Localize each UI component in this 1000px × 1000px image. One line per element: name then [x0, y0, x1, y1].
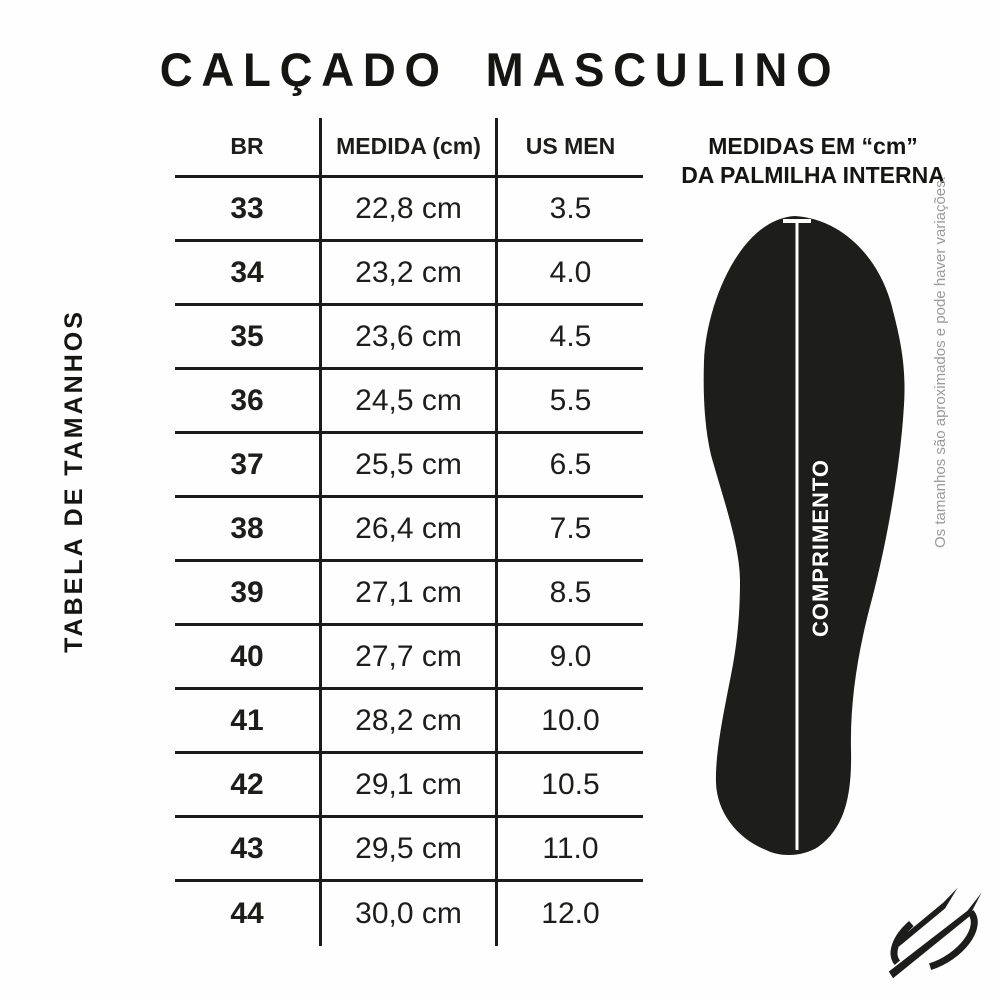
- cell-br-size: 41: [230, 703, 264, 737]
- table-row: 42 29,1 cm 10.5: [175, 754, 643, 818]
- cell-br-size: 37: [230, 447, 264, 481]
- cell-us-size: 8.5: [549, 575, 592, 609]
- cell-medida-cm: 25,5 cm: [319, 434, 498, 495]
- cell-br-size: 38: [230, 511, 264, 545]
- cell-us-size: 10.0: [541, 703, 600, 737]
- insole-length-label: COMPRIMENTO: [808, 459, 833, 637]
- cell-br-size: 44: [230, 897, 264, 930]
- cell-br-size: 40: [230, 639, 264, 673]
- insole-silhouette-icon: COMPRIMENTO: [703, 216, 905, 856]
- insole-diagram: COMPRIMENTO: [700, 213, 910, 861]
- cell-medida-cm: 26,4 cm: [319, 498, 498, 559]
- table-row: 39 27,1 cm 8.5: [175, 562, 643, 626]
- diagram-heading-line2: DA PALMILHA INTERNA: [681, 162, 945, 188]
- table-row: 40 27,7 cm 9.0: [175, 626, 643, 690]
- cell-us-size: 5.5: [549, 383, 592, 417]
- approximation-note: Os tamanhos são aproximados e pode haver…: [932, 176, 949, 548]
- brand-logo: [878, 887, 990, 980]
- cell-us-size: 7.5: [549, 511, 592, 545]
- cell-us-size: 3.5: [549, 191, 592, 225]
- cell-br-size: 34: [230, 255, 264, 289]
- cell-medida-cm: 29,1 cm: [319, 754, 498, 815]
- cell-br-size: 36: [230, 383, 264, 417]
- table-row: 44 30,0 cm 12.0: [175, 882, 643, 946]
- cell-us-size: 10.5: [541, 767, 600, 801]
- page-title: CALÇADO MASCULINO: [159, 43, 841, 96]
- table-row: 43 29,5 cm 11.0: [175, 818, 643, 882]
- table-row: 41 28,2 cm 10.0: [175, 690, 643, 754]
- table-row: 35 23,6 cm 4.5: [175, 306, 643, 370]
- cell-medida-cm: 29,5 cm: [319, 818, 498, 879]
- cell-us-size: 4.5: [549, 319, 592, 353]
- cell-us-size: 11.0: [542, 831, 599, 865]
- size-table-header: BR MEDIDA (cm) US MEN: [175, 118, 643, 178]
- cell-medida-cm: 22,8 cm: [319, 178, 498, 239]
- header-us-men: US MEN: [525, 133, 616, 159]
- table-row: 36 24,5 cm 5.5: [175, 370, 643, 434]
- table-row: 33 22,8 cm 3.5: [175, 178, 643, 242]
- cell-us-size: 9.0: [549, 639, 592, 673]
- cell-medida-cm: 30,0 cm: [319, 882, 498, 946]
- cell-br-size: 33: [230, 191, 264, 225]
- mormaii-swoosh-logo-icon: [888, 887, 982, 979]
- table-row: 34 23,2 cm 4.0: [175, 242, 643, 306]
- header-br: BR: [230, 133, 264, 159]
- cell-medida-cm: 24,5 cm: [319, 370, 498, 431]
- cell-medida-cm: 27,1 cm: [319, 562, 498, 623]
- header-medida: MEDIDA (cm): [319, 118, 498, 175]
- cell-us-size: 6.5: [549, 447, 592, 481]
- cell-medida-cm: 23,6 cm: [319, 306, 498, 367]
- side-label-vertical: TABELA DE TAMANHOS: [60, 309, 88, 653]
- table-row: 38 26,4 cm 7.5: [175, 498, 643, 562]
- cell-medida-cm: 28,2 cm: [319, 690, 498, 751]
- table-row: 37 25,5 cm 6.5: [175, 434, 643, 498]
- cell-br-size: 35: [230, 319, 264, 353]
- cell-medida-cm: 27,7 cm: [319, 626, 498, 687]
- cell-us-size: 4.0: [549, 255, 592, 289]
- diagram-heading: MEDIDAS EM “cm” DA PALMILHA INTERNA: [648, 132, 978, 190]
- measure-line: [795, 220, 799, 850]
- cell-br-size: 43: [230, 831, 264, 865]
- size-table-body: 33 22,8 cm 3.5 34 23,2 cm 4.0 35 23,6 cm…: [175, 178, 643, 946]
- diagram-heading-line1: MEDIDAS EM “cm”: [708, 133, 918, 159]
- size-table: BR MEDIDA (cm) US MEN 33 22,8 cm 3.5 34 …: [175, 118, 643, 946]
- cell-us-size: 12.0: [541, 897, 600, 930]
- cell-medida-cm: 23,2 cm: [319, 242, 498, 303]
- cell-br-size: 42: [230, 767, 264, 801]
- cell-br-size: 39: [230, 575, 264, 609]
